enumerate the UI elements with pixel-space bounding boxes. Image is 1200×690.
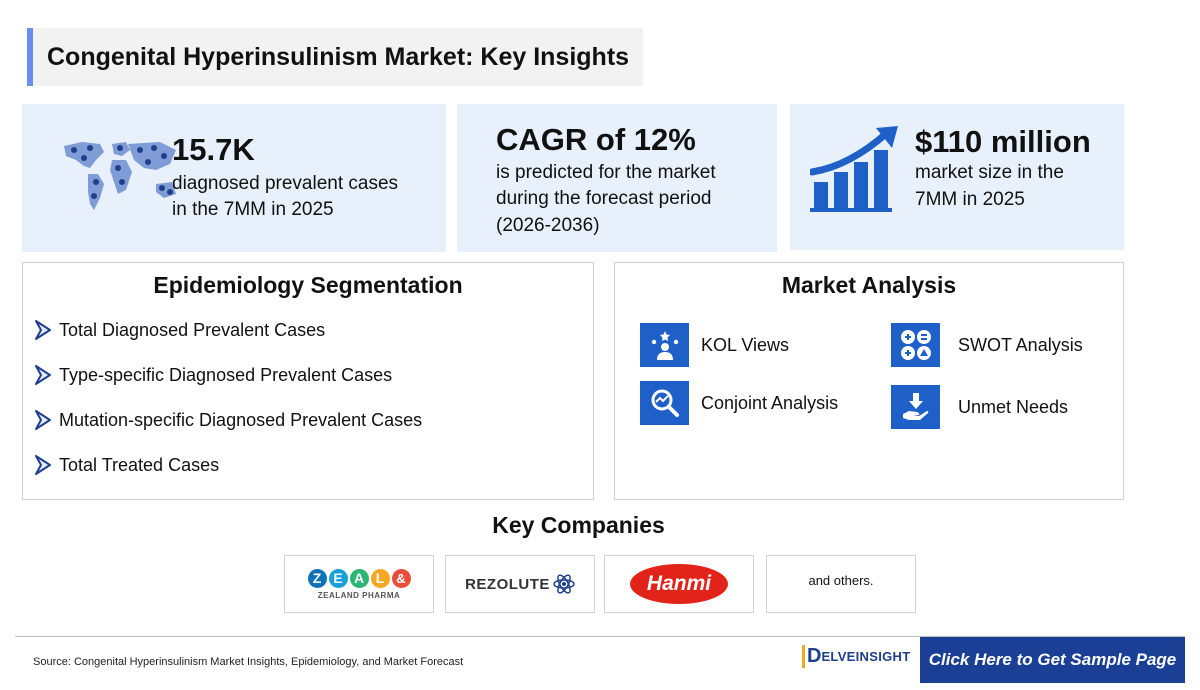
stat-desc-cases-line2: in the 7MM in 2025 [172, 199, 334, 220]
zealand-letter: Z [307, 568, 327, 588]
chevron-right-icon [35, 455, 51, 475]
epidemiology-panel: Epidemiology Segmentation Total Diagnose… [22, 262, 594, 500]
list-item: Total Diagnosed Prevalent Cases [33, 319, 325, 341]
stat-card-market-size: $110 million market size in the 7MM in 2… [790, 104, 1124, 250]
market-item-kol: KOL Views [640, 323, 789, 367]
market-item-conjoint: Conjoint Analysis [640, 381, 838, 425]
key-companies-title: Key Companies [492, 512, 665, 538]
zealand-pharma-logo: Z E A L & ZEALAND PHARMA [284, 555, 434, 613]
page-title: Congenital Hyperinsulinism Market: Key I… [47, 43, 630, 71]
chevron-right-icon [35, 410, 51, 430]
zealand-letter: L [370, 568, 390, 588]
world-map-people-icon [64, 142, 176, 210]
market-item-label: Conjoint Analysis [701, 392, 839, 413]
zealand-subtitle: ZEALAND PHARMA [317, 590, 401, 600]
sample-page-button[interactable]: Click Here to Get Sample Page [920, 637, 1185, 683]
rezolute-wordmark: REZOLUTE [465, 575, 550, 593]
chevron-right-icon [35, 320, 51, 340]
market-item-unmet-needs: Unmet Needs [891, 385, 1068, 429]
list-item: Total Treated Cases [33, 454, 219, 476]
zealand-letter: E [328, 568, 348, 588]
hanmi-logo: Hanmi [604, 555, 754, 613]
stat-value-cases: 15.7K [172, 132, 255, 167]
stat-desc-market-size-line1: market size in the [915, 162, 1064, 183]
list-item: Type-specific Diagnosed Prevalent Cases [33, 364, 392, 386]
hand-download-icon [891, 385, 940, 429]
source-text: Source: Congenital Hyperinsulinism Marke… [33, 656, 464, 668]
list-item: Mutation-specific Diagnosed Prevalent Ca… [33, 409, 422, 431]
epidemiology-item-label: Type-specific Diagnosed Prevalent Cases [59, 364, 393, 385]
zealand-letter: A [349, 568, 369, 588]
rezolute-atom-icon [553, 574, 575, 594]
market-item-label: Unmet Needs [958, 396, 1069, 417]
market-item-label: KOL Views [701, 334, 790, 355]
swot-grid-icon [891, 323, 940, 367]
epidemiology-title: Epidemiology Segmentation [153, 272, 463, 298]
stat-value-market-size: $110 million [915, 124, 1091, 159]
others-box: and others. [766, 555, 916, 613]
stat-card-cagr: CAGR of 12% is predicted for the market … [457, 104, 777, 252]
market-analysis-title: Market Analysis [781, 272, 957, 298]
stat-desc-cagr-line2: during the forecast period [496, 188, 712, 209]
zealand-letter: & [391, 568, 411, 588]
stat-desc-market-size-line2: 7MM in 2025 [915, 189, 1025, 210]
stat-desc-cagr-line1: is predicted for the market [496, 162, 716, 183]
magnifier-chart-icon [640, 381, 689, 425]
delveinsight-wordmark: ELVEINSIGHT [821, 649, 911, 664]
delveinsight-logo: D ELVEINSIGHT [802, 645, 910, 668]
stat-value-cagr: CAGR of 12% [496, 122, 696, 157]
footer-divider [15, 636, 1185, 637]
market-analysis-panel: Market Analysis KOL Views SWOT Analysis [614, 262, 1124, 500]
stat-desc-cagr-line3: (2026-2036) [496, 215, 600, 236]
epidemiology-item-label: Total Treated Cases [59, 454, 220, 475]
rezolute-logo: REZOLUTE [445, 555, 595, 613]
stat-desc-cases-line1: diagnosed prevalent cases [172, 173, 399, 194]
others-label: and others. [808, 572, 874, 588]
market-item-label: SWOT Analysis [958, 334, 1083, 355]
page-title-box: Congenital Hyperinsulinism Market: Key I… [27, 28, 643, 86]
market-item-swot: SWOT Analysis [891, 323, 1083, 367]
growth-bar-chart-icon [810, 126, 898, 212]
delveinsight-initial: D [802, 645, 821, 668]
epidemiology-item-label: Mutation-specific Diagnosed Prevalent Ca… [59, 409, 423, 430]
hanmi-wordmark: Hanmi [646, 572, 712, 595]
stat-card-cases: 15.7K diagnosed prevalent cases in the 7… [22, 104, 446, 252]
kol-person-stars-icon [640, 323, 689, 367]
epidemiology-item-label: Total Diagnosed Prevalent Cases [59, 319, 326, 340]
chevron-right-icon [35, 365, 51, 385]
